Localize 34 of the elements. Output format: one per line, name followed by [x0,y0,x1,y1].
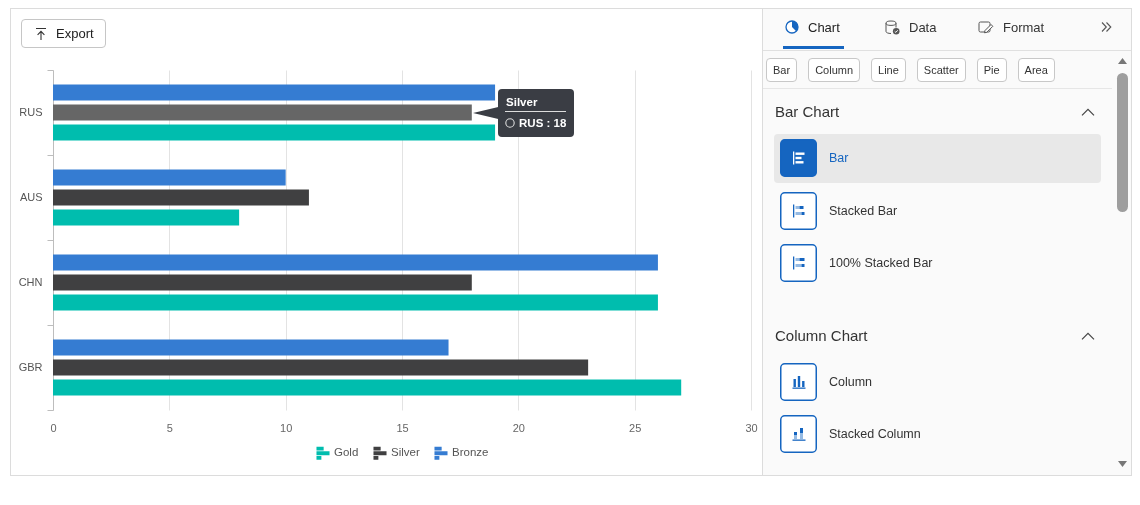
x-tick-label: 5 [166,421,173,434]
x-tick-label: 15 [396,421,409,434]
x-tick-label: 20 [512,421,525,434]
text: Data [909,19,937,35]
text: Column Chart [775,327,868,345]
text: Stacked Column [829,426,921,442]
y-tick-label: RUS [19,106,43,118]
button: Scatter [916,58,966,82]
y-tick-label: GBR [18,361,43,373]
legend-label: Gold [334,446,359,459]
button: Area [1017,58,1055,82]
x-tick-label: 30 [745,421,758,434]
text: Chart [808,19,840,35]
annotation: RUS : 18 [519,116,567,129]
button: Pie [976,58,1007,82]
text: Stacked Bar [829,203,898,219]
text: Format [1003,19,1045,35]
button: Column [808,58,861,82]
legend-label: Bronze [452,446,489,459]
y-tick-label: CHN [18,276,43,288]
text: Column [829,374,873,390]
tooltip: Silver RUS : 18 [498,88,575,137]
y-tick-label: AUS [19,191,43,203]
button: Bar [766,58,798,82]
annotation: Silver [505,95,567,112]
legend-label: Silver [391,446,420,459]
button: Line [871,58,906,82]
button: Export [21,19,106,48]
text: 100% Stacked Bar [829,255,933,271]
x-tick-label: 10 [280,421,293,434]
text: Bar Chart [775,103,840,121]
text: Bar [829,150,849,166]
x-tick-label: 25 [629,421,642,434]
x-tick-label: 0 [50,421,57,434]
